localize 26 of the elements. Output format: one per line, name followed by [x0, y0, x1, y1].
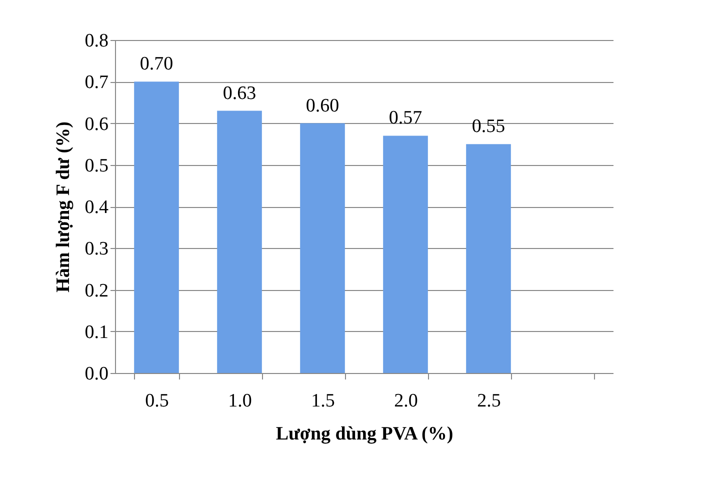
bar [134, 82, 179, 373]
data-label: 0.63 [222, 82, 256, 104]
bar [300, 123, 345, 373]
x-tick-label: 0.5 [145, 390, 169, 412]
y-tick-label: 0.8 [84, 30, 108, 52]
y-tick-label: 0.0 [84, 364, 108, 384]
y-tick-label: 0.3 [84, 238, 108, 260]
data-label: 0.70 [140, 54, 174, 75]
bar [383, 136, 428, 373]
y-axis-title: Hàm lượng F dư (%) [52, 122, 74, 292]
y-tick-label: 0.2 [84, 280, 108, 302]
x-tick-label: 1.5 [311, 390, 335, 412]
x-axis-title: Lượng dùng PVA (%) [276, 424, 454, 444]
data-label: 0.60 [306, 95, 340, 116]
y-tick-label: 0.1 [84, 322, 108, 343]
y-tick-label: 0.4 [84, 197, 109, 218]
y-tick-label: 0.6 [84, 114, 108, 135]
data-label: 0.57 [388, 108, 422, 129]
x-tick-label: 2.0 [394, 390, 418, 412]
bar [217, 110, 262, 373]
bar [466, 144, 511, 373]
x-tick-label: 2.5 [477, 390, 501, 412]
x-tick-label: 1.0 [228, 390, 252, 412]
y-tick-label: 0.7 [84, 72, 108, 94]
y-tick-label: 0.5 [84, 155, 108, 176]
data-label: 0.55 [472, 116, 506, 138]
